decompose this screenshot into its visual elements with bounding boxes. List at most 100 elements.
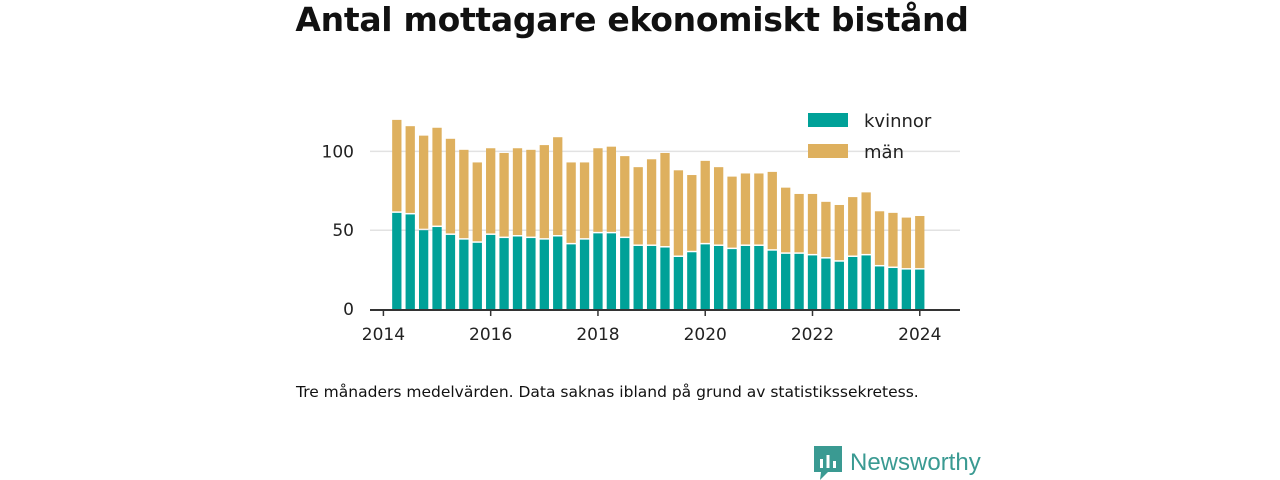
legend-swatch-kvinnor bbox=[808, 113, 848, 127]
bar-kvinnor bbox=[392, 212, 402, 309]
bar-man bbox=[553, 137, 563, 236]
y-tick-label: 50 bbox=[332, 221, 354, 241]
bar-man bbox=[486, 148, 496, 234]
x-tick-label: 2014 bbox=[362, 325, 405, 345]
bar-kvinnor bbox=[700, 244, 710, 309]
bar-man bbox=[834, 204, 844, 261]
bar-kvinnor bbox=[767, 250, 777, 309]
axes: 0 50 100 2014 2016 2018 2020 2022 2024 bbox=[322, 142, 960, 345]
bar-kvinnor bbox=[566, 244, 576, 309]
bar-man bbox=[767, 171, 777, 250]
bar-man bbox=[848, 197, 858, 256]
bar-man bbox=[794, 193, 804, 253]
y-tick-label: 100 bbox=[322, 142, 354, 162]
bar-kvinnor bbox=[526, 238, 536, 309]
bar-kvinnor bbox=[512, 236, 523, 309]
bar-kvinnor bbox=[794, 253, 804, 309]
bar-kvinnor bbox=[754, 245, 764, 309]
bar-kvinnor bbox=[861, 255, 871, 309]
bar-kvinnor bbox=[539, 239, 549, 309]
legend: kvinnor män bbox=[808, 111, 932, 163]
bar-man bbox=[646, 159, 657, 245]
bar-man bbox=[418, 135, 429, 229]
x-tick-label: 2020 bbox=[684, 325, 727, 345]
brand[interactable]: Newsworthy bbox=[814, 446, 981, 480]
bar-kvinnor bbox=[821, 258, 831, 309]
chart-footnote: Tre månaders medelvärden. Data saknas ib… bbox=[296, 383, 919, 401]
bar-man bbox=[633, 167, 643, 245]
bar-man bbox=[566, 162, 576, 243]
bar-man bbox=[445, 138, 456, 234]
bar-man bbox=[660, 152, 670, 247]
bars bbox=[392, 119, 925, 309]
x-tick-label: 2018 bbox=[576, 325, 619, 345]
bar-man bbox=[915, 216, 925, 269]
bar-kvinnor bbox=[472, 242, 482, 309]
bar-man bbox=[821, 201, 831, 258]
bar-man bbox=[727, 176, 737, 248]
legend-label-kvinnor: kvinnor bbox=[864, 111, 932, 132]
bar-kvinnor bbox=[606, 233, 617, 309]
bar-kvinnor bbox=[673, 256, 684, 309]
x-tick-label: 2016 bbox=[469, 325, 512, 345]
bar-kvinnor bbox=[593, 233, 603, 309]
legend-swatch-man bbox=[808, 144, 848, 158]
x-tick-label: 2024 bbox=[898, 325, 941, 345]
bar-kvinnor bbox=[646, 245, 657, 309]
bar-man bbox=[432, 127, 442, 226]
bar-man bbox=[459, 149, 469, 239]
bar-man bbox=[781, 187, 791, 253]
chart-title: Antal mottagare ekonomiskt bistånd bbox=[295, 0, 969, 39]
bar-man bbox=[606, 146, 617, 232]
bar-kvinnor bbox=[901, 269, 912, 309]
bar-man bbox=[512, 148, 523, 236]
bar-man bbox=[901, 217, 912, 269]
bar-man bbox=[673, 170, 684, 256]
y-tick-label: 0 bbox=[343, 300, 354, 320]
bar-kvinnor bbox=[459, 239, 469, 309]
bar-kvinnor bbox=[405, 214, 415, 309]
bar-man bbox=[754, 173, 764, 245]
newsworthy-logo-icon bbox=[814, 446, 842, 480]
bar-man bbox=[874, 211, 885, 265]
bar-man bbox=[405, 126, 415, 213]
bar-kvinnor bbox=[807, 255, 818, 309]
bar-man bbox=[499, 152, 509, 237]
bar-man bbox=[392, 119, 402, 212]
bar-kvinnor bbox=[620, 238, 630, 309]
brand-name: Newsworthy bbox=[850, 449, 981, 476]
bar-kvinnor bbox=[687, 252, 697, 309]
bar-man bbox=[740, 173, 751, 245]
bar-man bbox=[539, 145, 549, 239]
bar-kvinnor bbox=[445, 234, 456, 309]
bar-kvinnor bbox=[713, 245, 724, 309]
bar-kvinnor bbox=[834, 261, 844, 309]
bar-kvinnor bbox=[888, 268, 898, 309]
legend-label-man: män bbox=[864, 142, 904, 163]
bar-kvinnor bbox=[727, 249, 737, 309]
bar-kvinnor bbox=[660, 247, 670, 309]
bar-man bbox=[526, 149, 536, 237]
bar-man bbox=[713, 167, 724, 245]
bar-kvinnor bbox=[579, 239, 590, 309]
bar-man bbox=[888, 212, 898, 267]
bar-kvinnor bbox=[874, 266, 885, 309]
bar-kvinnor bbox=[486, 234, 496, 309]
bar-kvinnor bbox=[633, 245, 643, 309]
bar-kvinnor bbox=[432, 227, 442, 309]
bar-man bbox=[807, 193, 818, 254]
x-tick-label: 2022 bbox=[791, 325, 834, 345]
bar-man bbox=[687, 175, 697, 251]
bar-kvinnor bbox=[553, 236, 563, 309]
bar-man bbox=[620, 156, 630, 237]
bar-kvinnor bbox=[848, 256, 858, 309]
bar-man bbox=[700, 160, 710, 243]
bar-man bbox=[861, 192, 871, 254]
bar-kvinnor bbox=[499, 238, 509, 309]
bar-man bbox=[593, 148, 603, 232]
bar-man bbox=[472, 162, 482, 242]
bar-kvinnor bbox=[740, 245, 751, 309]
bar-kvinnor bbox=[781, 253, 791, 309]
bar-man bbox=[579, 162, 590, 239]
